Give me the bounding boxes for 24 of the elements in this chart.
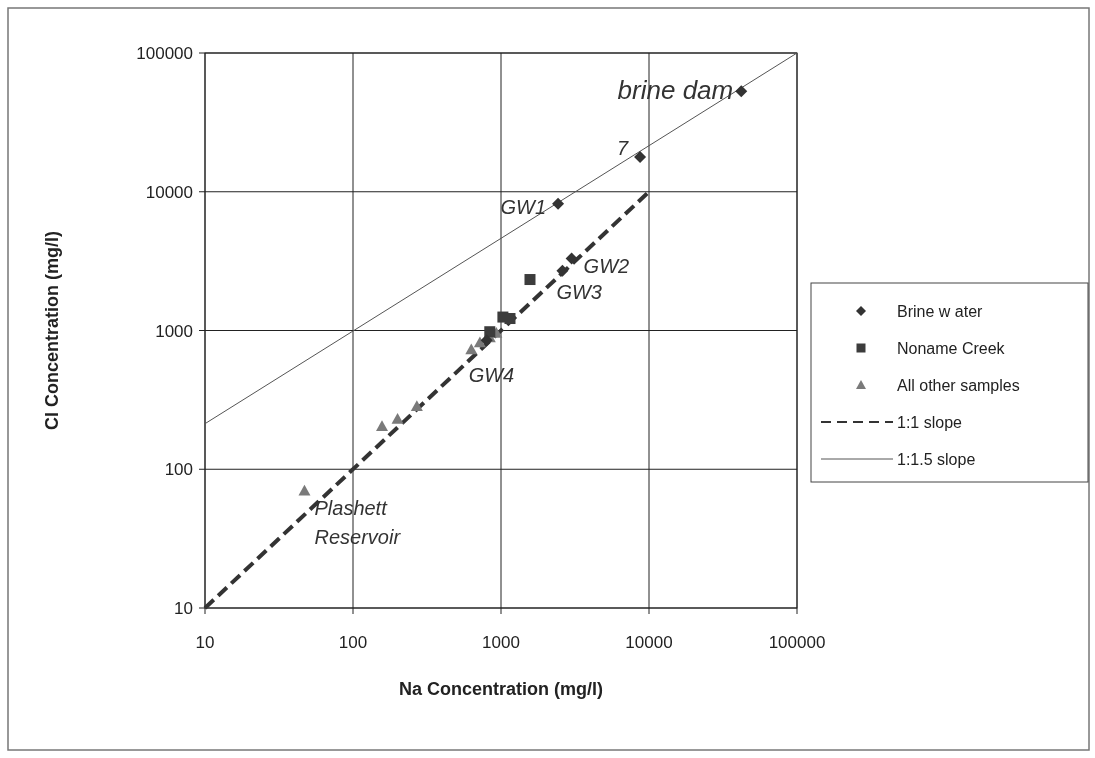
y-tick-label: 100000 xyxy=(136,44,193,63)
y-tick-label: 10 xyxy=(174,599,193,618)
legend-label: Brine w ater xyxy=(897,303,984,320)
annotation: GW4 xyxy=(468,364,515,387)
legend-label: All other samples xyxy=(897,377,1020,394)
x-tick-label: 1000 xyxy=(482,633,520,652)
x-tick-label: 100000 xyxy=(768,633,826,652)
annotation: GW1 xyxy=(500,195,547,218)
y-tick-label: 1000 xyxy=(155,321,193,341)
legend-label: 1:1 slope xyxy=(897,414,963,431)
legend-label: 1:1.5 slope xyxy=(897,451,976,468)
x-tick-label: 10000 xyxy=(625,633,673,652)
x-tick-label: 100 xyxy=(338,633,368,652)
y-tick-label: 10000 xyxy=(145,182,193,202)
x-axis-title: Na Concentration (mg/l) xyxy=(398,679,604,699)
annotation: GW3 xyxy=(556,280,602,303)
annotation: Plashett Reservoir xyxy=(314,496,402,548)
y-axis-title: Cl Concentration (mg/l) xyxy=(42,231,62,430)
x-tick-label: 10 xyxy=(195,633,215,652)
annotation: brine dam xyxy=(617,75,734,106)
annotation: GW2 xyxy=(583,254,630,277)
y-tick-label: 100 xyxy=(164,460,193,480)
legend-label: Noname Creek xyxy=(897,340,1006,357)
annotation: 7 xyxy=(616,137,629,159)
